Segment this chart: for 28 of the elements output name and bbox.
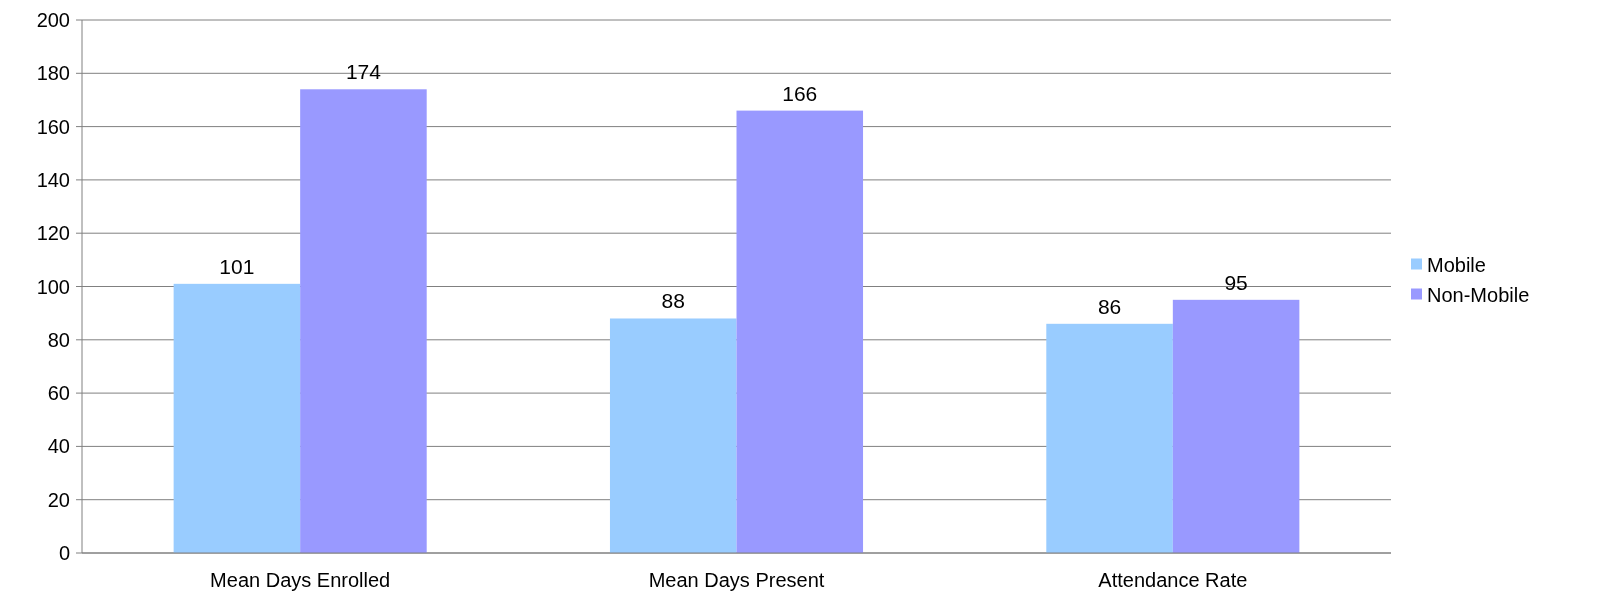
data-label: 88: [661, 289, 685, 313]
bar: [300, 89, 427, 553]
x-tick-label: Mean Days Present: [648, 569, 825, 591]
bar: [1172, 299, 1300, 553]
y-tick-label: 60: [47, 382, 70, 405]
y-tick-label: 120: [36, 222, 70, 245]
y-tick-label: 160: [36, 115, 70, 138]
y-tick-label: 200: [36, 9, 70, 31]
y-tick-label: 100: [36, 275, 70, 298]
y-tick-label: 40: [47, 435, 70, 458]
x-tick-label: Mean Days Enrolled: [210, 569, 391, 591]
data-label: 101: [219, 254, 255, 278]
bar: [609, 318, 737, 553]
bar: [1046, 323, 1173, 553]
x-tick-label: Attendance Rate: [1098, 569, 1248, 591]
data-label: 86: [1097, 294, 1122, 318]
bar: [736, 110, 864, 553]
y-tick-label: 20: [47, 488, 70, 511]
y-tick-label: 180: [36, 62, 70, 85]
legend-label: Mobile: [1427, 253, 1486, 276]
data-label: 95: [1224, 270, 1248, 294]
data-label: 174: [345, 60, 382, 84]
y-tick-label: 80: [47, 328, 70, 351]
data-label: 166: [782, 81, 818, 105]
bar: [173, 283, 301, 553]
y-tick-label: 140: [36, 168, 70, 191]
legend-label: Non-Mobile: [1427, 283, 1530, 306]
y-tick-label: 0: [58, 542, 70, 564]
